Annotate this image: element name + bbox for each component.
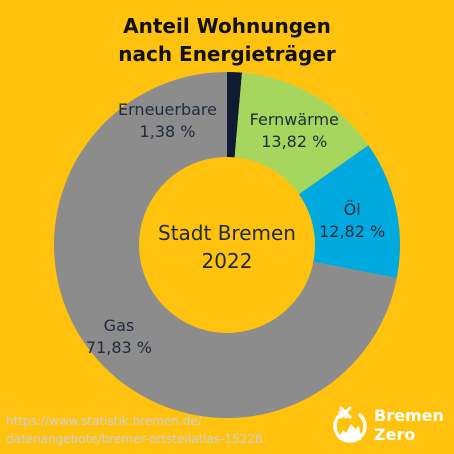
source-line-1: https://www.statistik.bremen.de/ (6, 414, 202, 428)
slice-name-2: Öl (344, 200, 361, 219)
chart-title-line-2: nach Energieträger (118, 42, 336, 66)
slice-2 (298, 145, 400, 279)
center-label-line-1: Stadt Bremen (158, 221, 296, 245)
slice-labels: Erneuerbare 1,38 % Fernwärme 13,82 % Öl 12,82… (86, 100, 385, 357)
slice-1 (234, 72, 369, 195)
slice-value-1: 13,82 % (261, 132, 327, 151)
center-label-line-2: 2022 (202, 249, 253, 273)
bremen-zero-logo-text: Bremen Zero (374, 406, 444, 444)
logo-line-2: Zero (374, 425, 416, 444)
source-link[interactable]: https://www.statistik.bremen.de/ datenan… (6, 412, 263, 448)
bremen-zero-logo-icon (333, 406, 367, 443)
donut-slices (53, 72, 400, 418)
chart-title: Anteil Wohnungen nach Energieträger (0, 12, 454, 68)
slice-value-2: 12,82 % (319, 222, 385, 241)
slice-value-3: 71,83 % (86, 338, 152, 357)
slice-name-0: Erneuerbare (118, 100, 217, 119)
slice-name-1: Fernwärme (250, 110, 339, 129)
chart-title-line-1: Anteil Wohnungen (123, 14, 331, 38)
logo-line-1: Bremen (374, 406, 444, 425)
slice-3 (53, 72, 397, 418)
slice-0 (227, 72, 243, 158)
source-line-2: datenangebote/bremer-ortsteilatlas-15228 (6, 432, 263, 446)
slice-value-0: 1,38 % (140, 122, 196, 141)
slice-name-3: Gas (104, 316, 135, 335)
bremen-zero-logo: Bremen Zero (330, 404, 450, 450)
